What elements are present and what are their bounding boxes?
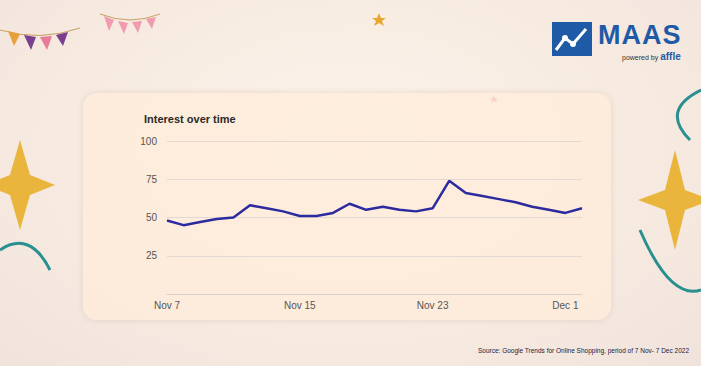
svg-text:50: 50 (146, 212, 158, 223)
svg-text:Nov 23: Nov 23 (417, 300, 449, 311)
svg-text:75: 75 (146, 174, 158, 185)
html-text:powered byaffle: powered byaffle (622, 51, 681, 62)
html-text:Source: Google Trends for Onli: Source: Google Trends for Online Shoppin… (478, 347, 689, 354)
svg-text:Interest over time: Interest over time (144, 113, 236, 125)
html-text:MAAS: MAAS (598, 20, 682, 50)
svg-text:25: 25 (146, 250, 158, 261)
svg-text:Nov 7: Nov 7 (154, 300, 181, 311)
svg-text:100: 100 (140, 136, 157, 147)
svg-text:Dec 1: Dec 1 (552, 300, 579, 311)
svg-text:Nov 15: Nov 15 (284, 300, 316, 311)
